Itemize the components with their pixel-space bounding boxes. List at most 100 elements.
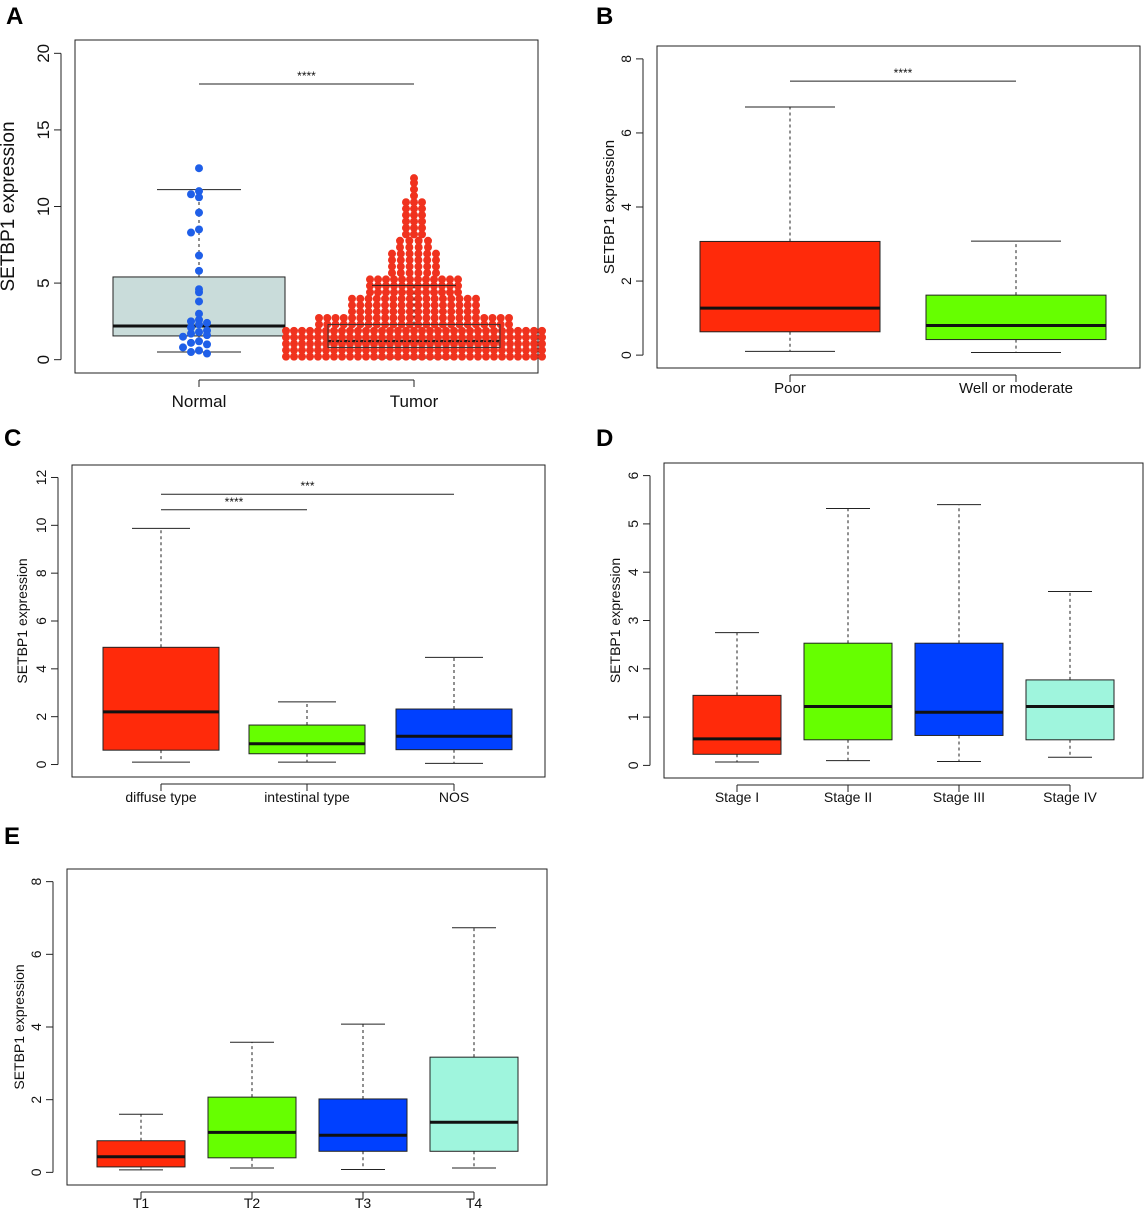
- tumor-point: [410, 174, 418, 183]
- significance-label: ****: [225, 495, 244, 509]
- x-category-label: Well or moderate: [959, 380, 1073, 397]
- tumor-point: [402, 223, 410, 232]
- x-category-label: Stage IV: [1043, 789, 1097, 805]
- y-tick-label: 0: [618, 351, 634, 359]
- tumor-point: [430, 294, 439, 303]
- y-tick-label: 15: [34, 120, 53, 139]
- tumor-point: [290, 333, 298, 342]
- tumor-point: [378, 346, 386, 355]
- y-tick-label: 6: [28, 950, 44, 958]
- tumor-point: [490, 346, 498, 355]
- tumor-point: [410, 185, 418, 194]
- tumor-point: [414, 262, 423, 271]
- normal-point: [195, 346, 203, 355]
- tumor-point: [505, 320, 513, 329]
- tumor-point: [338, 346, 346, 355]
- tumor-point: [418, 204, 426, 213]
- tumor-point: [463, 294, 472, 303]
- tumor-point: [314, 326, 322, 335]
- box-body: [429, 1056, 519, 1152]
- tumor-point: [282, 346, 290, 355]
- significance-bracket: ****: [790, 66, 1016, 82]
- panel-label: B: [596, 3, 613, 30]
- significance-bracket: ****: [199, 69, 414, 85]
- box-body: [207, 1096, 297, 1159]
- tumor-point: [339, 314, 348, 323]
- tumor-point: [538, 352, 546, 361]
- tumor-point: [374, 275, 382, 284]
- box-nos: [395, 656, 513, 764]
- box-body: [803, 642, 893, 741]
- tumor-point: [424, 243, 432, 252]
- tumor-point: [463, 307, 472, 316]
- box-t4: [429, 927, 519, 1169]
- tumor-point: [474, 333, 482, 342]
- tumor-point: [450, 333, 458, 342]
- tumor-point: [396, 236, 404, 245]
- tumor-point: [438, 301, 447, 310]
- normal-point: [195, 297, 203, 306]
- tumor-point: [410, 211, 418, 220]
- tumor-point: [522, 333, 530, 342]
- tumor-point: [378, 352, 386, 361]
- tumor-point: [405, 236, 414, 245]
- tumor-point: [410, 333, 418, 342]
- tumor-point: [422, 294, 431, 303]
- tumor-point: [458, 333, 466, 342]
- y-axis-label: SETBP1 expression: [14, 558, 30, 683]
- tumor-point: [432, 268, 440, 277]
- tumor-point: [474, 326, 482, 335]
- tumor-point: [410, 346, 418, 355]
- tumor-point: [378, 333, 386, 342]
- tumor-point: [362, 352, 370, 361]
- tumor-point: [414, 294, 423, 303]
- tumor-point: [514, 352, 522, 361]
- normal-point: [179, 332, 187, 341]
- y-tick-label: 0: [33, 760, 49, 768]
- tumor-point: [414, 268, 423, 277]
- tumor-point: [396, 268, 405, 277]
- tumor-point: [426, 326, 434, 335]
- tumor-point: [530, 339, 538, 348]
- normal-point: [195, 225, 203, 234]
- tumor-point: [490, 326, 498, 335]
- tumor-point: [388, 262, 396, 271]
- tumor-point: [370, 326, 378, 335]
- significance-label: ****: [297, 69, 316, 83]
- panel-label: D: [596, 425, 613, 452]
- significance-bracket: ****: [161, 495, 307, 511]
- tumor-point: [338, 352, 346, 361]
- tumor-point: [282, 326, 290, 335]
- tumor-point: [426, 352, 434, 361]
- tumor-point: [447, 307, 456, 316]
- tumor-point: [422, 314, 431, 323]
- tumor-point: [405, 301, 414, 310]
- tumor-point: [522, 339, 530, 348]
- tumor-point: [402, 211, 410, 220]
- tumor-point: [389, 314, 398, 323]
- tumor-point: [447, 294, 456, 303]
- y-tick-label: 5: [625, 520, 641, 528]
- y-tick-label: 0: [28, 1168, 44, 1176]
- tumor-point: [414, 236, 423, 245]
- tumor-point: [422, 288, 430, 297]
- tumor-point: [306, 339, 314, 348]
- tumor-point: [405, 294, 414, 303]
- box-t2: [207, 1041, 297, 1169]
- panel-a: A 0 5 10 15 20 SETBP1 expression Normal Tumor ***…: [0, 3, 546, 411]
- tumor-point: [530, 333, 538, 342]
- y-tick-label: 2: [625, 665, 641, 673]
- tumor-point: [402, 198, 410, 207]
- tumor-point: [346, 326, 354, 335]
- panel-b: B 0 2 4 6 8 SETBP1 expression Poor Well or moder…: [596, 3, 1141, 397]
- box-stage-ii: [803, 507, 893, 762]
- x-category-label: NOS: [439, 789, 469, 805]
- y-tick-label: 4: [28, 1023, 44, 1031]
- normal-point: [195, 187, 203, 196]
- tumor-point: [423, 256, 432, 265]
- tumor-point: [414, 301, 423, 310]
- tumor-point: [538, 339, 546, 348]
- y-tick-label: 8: [618, 55, 634, 63]
- tumor-point: [315, 314, 323, 323]
